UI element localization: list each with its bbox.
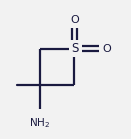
Text: O: O [70, 15, 79, 25]
Text: NH$_2$: NH$_2$ [29, 116, 50, 130]
Text: S: S [71, 42, 78, 55]
Text: O: O [102, 44, 111, 54]
